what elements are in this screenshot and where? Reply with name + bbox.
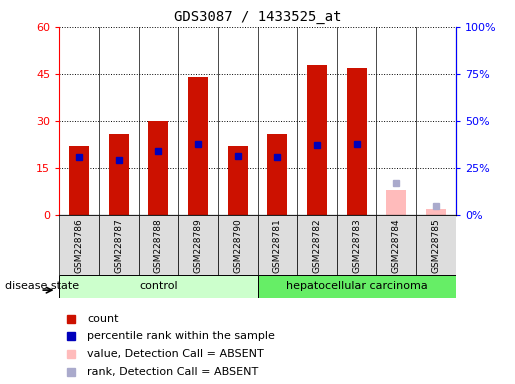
Text: GSM228788: GSM228788	[154, 218, 163, 273]
Text: GSM228786: GSM228786	[75, 218, 83, 273]
Text: GSM228782: GSM228782	[313, 218, 321, 273]
Bar	[337, 215, 376, 275]
Text: GSM228783: GSM228783	[352, 218, 361, 273]
Bar	[218, 215, 258, 275]
Text: GSM228781: GSM228781	[273, 218, 282, 273]
Bar	[59, 275, 258, 298]
Bar	[139, 215, 178, 275]
Text: GSM228787: GSM228787	[114, 218, 123, 273]
Text: GSM228785: GSM228785	[432, 218, 440, 273]
Bar	[416, 215, 456, 275]
Bar	[297, 215, 337, 275]
Bar	[426, 209, 446, 215]
Text: GSM228790: GSM228790	[233, 218, 242, 273]
Text: percentile rank within the sample: percentile rank within the sample	[87, 331, 275, 341]
Bar	[386, 190, 406, 215]
Title: GDS3087 / 1433525_at: GDS3087 / 1433525_at	[174, 10, 341, 25]
Bar	[347, 68, 367, 215]
Text: disease state: disease state	[5, 281, 79, 291]
Text: hepatocellular carcinoma: hepatocellular carcinoma	[286, 281, 427, 291]
Bar	[69, 146, 89, 215]
Bar	[307, 65, 327, 215]
Bar	[258, 215, 297, 275]
Bar	[267, 134, 287, 215]
Bar	[188, 77, 208, 215]
Bar	[148, 121, 168, 215]
Text: control: control	[139, 281, 178, 291]
Bar	[258, 275, 456, 298]
Text: value, Detection Call = ABSENT: value, Detection Call = ABSENT	[87, 349, 264, 359]
Text: GSM228784: GSM228784	[392, 218, 401, 273]
Text: rank, Detection Call = ABSENT: rank, Detection Call = ABSENT	[87, 367, 258, 377]
Text: count: count	[87, 314, 118, 324]
Bar	[109, 134, 129, 215]
Bar	[376, 215, 416, 275]
Bar	[228, 146, 248, 215]
Bar	[59, 215, 99, 275]
Text: GSM228789: GSM228789	[194, 218, 202, 273]
Bar	[178, 215, 218, 275]
Bar	[99, 215, 139, 275]
